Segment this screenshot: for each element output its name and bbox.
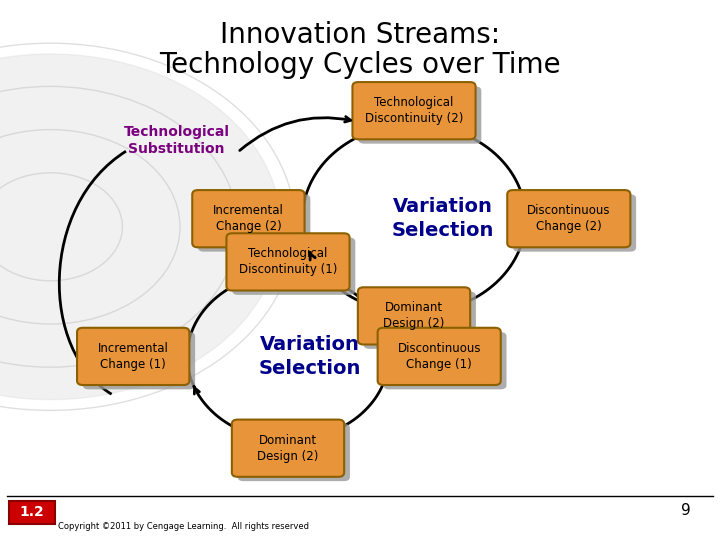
FancyBboxPatch shape (9, 501, 55, 524)
Text: Dominant
Design (2): Dominant Design (2) (257, 434, 319, 463)
Circle shape (0, 54, 281, 400)
FancyBboxPatch shape (77, 328, 189, 385)
FancyBboxPatch shape (358, 86, 481, 144)
FancyBboxPatch shape (83, 332, 195, 389)
FancyBboxPatch shape (232, 420, 344, 477)
FancyBboxPatch shape (507, 190, 631, 247)
Text: Discontinuous
Change (1): Discontinuous Change (1) (397, 342, 481, 371)
FancyBboxPatch shape (377, 328, 501, 385)
FancyBboxPatch shape (192, 190, 305, 247)
FancyBboxPatch shape (513, 194, 636, 252)
FancyBboxPatch shape (226, 233, 350, 291)
FancyBboxPatch shape (383, 332, 507, 389)
Text: Technological
Discontinuity (2): Technological Discontinuity (2) (365, 96, 463, 125)
FancyBboxPatch shape (358, 287, 470, 345)
Text: Incremental
Change (1): Incremental Change (1) (98, 342, 168, 371)
Text: Variation
Selection: Variation Selection (392, 198, 494, 240)
Text: Technological
Substitution: Technological Substitution (123, 125, 230, 156)
FancyBboxPatch shape (352, 82, 475, 139)
Text: Copyright ©2011 by Cengage Learning.  All rights reserved: Copyright ©2011 by Cengage Learning. All… (58, 522, 309, 531)
Text: Incremental
Change (2): Incremental Change (2) (213, 204, 284, 233)
FancyBboxPatch shape (238, 424, 350, 481)
Text: Discontinuous
Change (2): Discontinuous Change (2) (527, 204, 611, 233)
FancyBboxPatch shape (232, 238, 356, 295)
Text: Technological
Discontinuity (1): Technological Discontinuity (1) (239, 247, 337, 276)
Text: Dominant
Design (2): Dominant Design (2) (383, 301, 445, 330)
Text: Variation
Selection: Variation Selection (258, 335, 361, 377)
Text: Innovation Streams:: Innovation Streams: (220, 21, 500, 49)
Text: 9: 9 (681, 503, 691, 518)
Text: 1.2: 1.2 (19, 505, 44, 519)
FancyBboxPatch shape (364, 292, 476, 349)
Text: Technology Cycles over Time: Technology Cycles over Time (159, 51, 561, 79)
FancyBboxPatch shape (198, 194, 310, 252)
